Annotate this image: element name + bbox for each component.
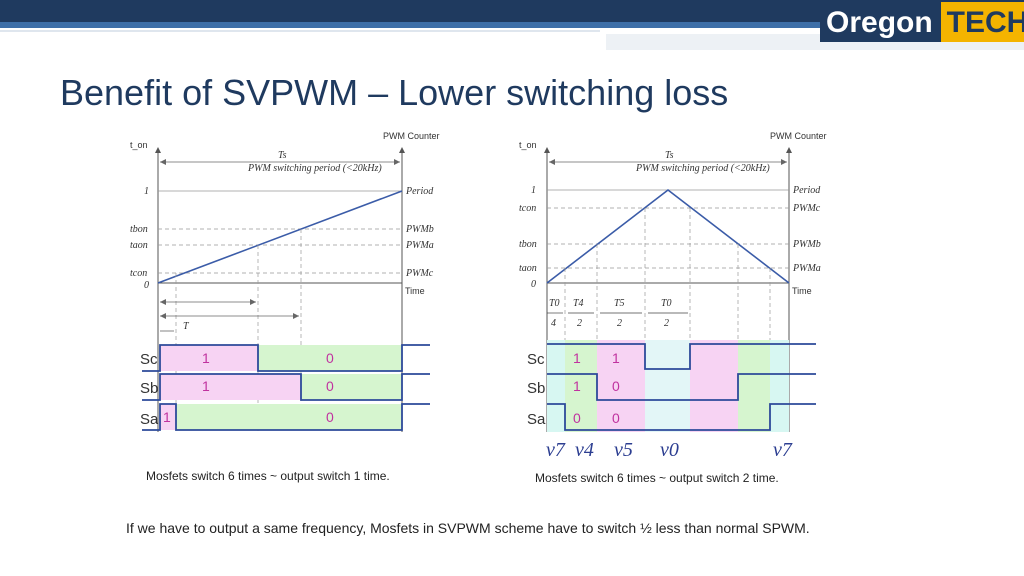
left-axis-ton: t_on bbox=[130, 140, 148, 150]
left-axis-pwm-counter: PWM Counter bbox=[383, 131, 440, 141]
vector-v4: v4 bbox=[575, 439, 594, 461]
right-diagram: t_on PWM Counter Ts PWM switching period… bbox=[519, 131, 827, 461]
right-y-tcon: tcon bbox=[519, 203, 536, 214]
left-diagram: t_on PWM Counter Ts PWM switching period… bbox=[130, 131, 440, 432]
right-ts-label: Ts bbox=[665, 150, 674, 161]
right-sb-bit-b: 0 bbox=[612, 378, 620, 394]
left-r-pwmb: PWMb bbox=[405, 224, 434, 235]
left-signal-sb: Sb bbox=[140, 380, 158, 397]
left-sb-bit-0: 0 bbox=[326, 378, 334, 394]
fraction-t0-4: T0 4 bbox=[547, 298, 563, 329]
fraction-num: T4 bbox=[573, 298, 584, 309]
left-sc-bit-0: 0 bbox=[326, 350, 334, 366]
left-ts-label: Ts bbox=[278, 150, 287, 161]
left-t-label: T bbox=[183, 321, 190, 332]
left-signal-sc: Sc bbox=[140, 351, 158, 368]
right-axis-ton: t_on bbox=[519, 140, 537, 150]
fraction-num: T0 bbox=[661, 298, 672, 309]
right-sb-bit-a: 1 bbox=[573, 378, 581, 394]
right-sc-bit-a: 1 bbox=[573, 350, 581, 366]
fraction-num: T5 bbox=[614, 298, 625, 309]
fraction-num: T0 bbox=[549, 298, 560, 309]
conclusion-text: If we have to output a same frequency, M… bbox=[126, 520, 810, 536]
oregon-tech-logo: Oregon TECH bbox=[820, 2, 1024, 42]
left-signal-sa: Sa bbox=[140, 411, 159, 428]
right-r-period: Period bbox=[792, 185, 821, 196]
fraction-den: 2 bbox=[664, 318, 669, 329]
left-y-tcon: tcon bbox=[130, 268, 147, 279]
vector-v7-start: v7 bbox=[546, 439, 566, 461]
left-r-period: Period bbox=[405, 186, 434, 197]
fraction-den: 2 bbox=[577, 318, 582, 329]
fraction-t0-2: T0 2 bbox=[648, 298, 688, 329]
left-r-pwmc: PWMc bbox=[405, 268, 434, 279]
fraction-t5-2: T5 2 bbox=[600, 298, 642, 329]
fraction-den: 2 bbox=[617, 318, 622, 329]
left-sb-bit-1: 1 bbox=[202, 378, 210, 394]
left-sa-bit-1: 1 bbox=[163, 409, 171, 425]
left-y-1: 1 bbox=[144, 186, 149, 197]
right-y-1: 1 bbox=[531, 185, 536, 196]
left-sa-bit-0: 0 bbox=[326, 409, 334, 425]
right-sc-bit-b: 1 bbox=[612, 350, 620, 366]
right-r-pwma: PWMa bbox=[792, 263, 821, 274]
left-period-note: PWM switching period (<20kHz) bbox=[247, 163, 382, 174]
vector-v7-end: v7 bbox=[773, 439, 793, 461]
header-stripe bbox=[0, 30, 600, 32]
left-y-tbon: tbon bbox=[130, 224, 148, 235]
right-caption: Mosfets switch 6 times ~ output switch 2… bbox=[535, 471, 779, 485]
left-sc-bit-1: 1 bbox=[202, 350, 210, 366]
right-r-pwmc: PWMc bbox=[792, 203, 821, 214]
right-period-note: PWM switching period (<20kHz) bbox=[635, 163, 770, 174]
vector-v0: v0 bbox=[660, 439, 679, 461]
right-r-time: Time bbox=[792, 286, 812, 296]
left-y-taon: taon bbox=[130, 240, 148, 251]
right-signal-sa: Sa bbox=[527, 411, 546, 428]
right-axis-pwm-counter: PWM Counter bbox=[770, 131, 827, 141]
right-y-taon: taon bbox=[519, 263, 537, 274]
header-bar bbox=[0, 0, 1024, 22]
right-sa-bit-b: 0 bbox=[612, 410, 620, 426]
right-signal-sb: Sb bbox=[527, 380, 545, 397]
fraction-t4-2: T4 2 bbox=[568, 298, 594, 329]
header-accent bbox=[0, 22, 1024, 28]
vector-v5: v5 bbox=[614, 439, 633, 461]
logo-word-tech: TECH bbox=[940, 2, 1024, 42]
right-y-0: 0 bbox=[531, 279, 536, 290]
right-sa-bit-a: 0 bbox=[573, 410, 581, 426]
left-sawtooth bbox=[157, 190, 403, 284]
left-r-time: Time bbox=[405, 286, 425, 296]
fraction-den: 4 bbox=[551, 318, 556, 329]
logo-word-oregon: Oregon bbox=[820, 2, 941, 42]
right-triangle bbox=[546, 188, 790, 284]
left-y-0: 0 bbox=[144, 280, 149, 291]
left-r-pwma: PWMa bbox=[405, 240, 434, 251]
right-r-pwmb: PWMb bbox=[792, 239, 821, 250]
slide-title: Benefit of SVPWM – Lower switching loss bbox=[60, 72, 729, 113]
left-caption: Mosfets switch 6 times ~ output switch 1… bbox=[146, 469, 390, 483]
right-signal-sc: Sc bbox=[527, 351, 545, 368]
right-y-tbon: tbon bbox=[519, 239, 537, 250]
